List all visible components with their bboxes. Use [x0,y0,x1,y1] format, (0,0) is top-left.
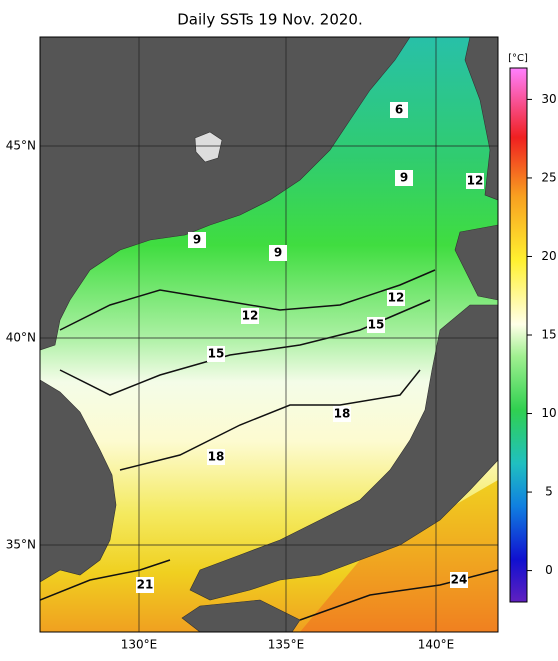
lon-label: 130°E [121,638,158,652]
map-frame [39,36,499,633]
lake [194,131,223,163]
pacific-sea [300,480,498,632]
contour-label-box [395,170,413,186]
colorbar-tick-label: 30 [541,92,556,106]
colorbar-tick-label: 5 [545,485,553,499]
isotherm [59,269,436,331]
contour-label: 12 [467,174,484,188]
contour-label: 6 [395,103,403,117]
map-area [40,37,498,632]
graticule [40,37,498,632]
contour-label: 15 [368,318,385,332]
contour-label: 12 [388,291,405,305]
asia [40,37,411,351]
hokkaido [454,224,498,301]
colorbar-tick-label: 10 [541,406,556,420]
korea [40,379,117,583]
colorbar-tick-label: 20 [541,249,556,263]
contour-label-box [450,572,468,588]
contour-label-box [207,346,225,362]
lat-label: 45°N [6,139,36,153]
lon-label: 135°E [268,638,305,652]
sakhalin [464,37,498,201]
colorbar-ticks: 0 5 10 15 20 25 30 [527,92,557,577]
contour-label-box [333,406,351,422]
contour-label-box [466,173,484,189]
land [40,37,498,632]
contour-label-box [387,290,405,306]
isotherm [299,569,498,621]
isotherm [40,559,171,601]
honshu [189,304,498,601]
contour-label: 9 [274,246,282,260]
contour-label-box [136,577,154,593]
colorbar-tick-label: 0 [545,563,553,577]
contour-label: 21 [137,578,154,592]
colorbar-tick-label: 25 [541,170,556,184]
contour-label: 18 [208,450,225,464]
contour-label: 9 [400,171,408,185]
contour-label: 15 [208,347,225,361]
contour-label-box [207,449,225,465]
isotherm [59,299,431,396]
contour-label: 9 [193,233,201,247]
shikoku-kyushu [181,599,301,632]
contour-label-box [269,245,287,261]
lat-label: 40°N [6,331,36,345]
contour-label-box [188,232,206,248]
contour-label-box [390,102,408,118]
colorbar-tick-label: 15 [541,328,556,342]
contour-label: 18 [334,407,351,421]
contour-label-box [241,308,259,324]
contour-label: 12 [242,309,259,323]
contour-label-box [367,317,385,333]
colorbar-unit: [°C] [508,53,528,64]
contour-label: 24 [451,573,468,587]
colorbar [509,67,528,603]
lon-label: 140°E [418,638,455,652]
title: Daily SSTs 19 Nov. 2020. [177,11,362,29]
isotherms [40,269,498,621]
isotherm [119,369,421,471]
lat-label: 35°N [6,538,36,552]
